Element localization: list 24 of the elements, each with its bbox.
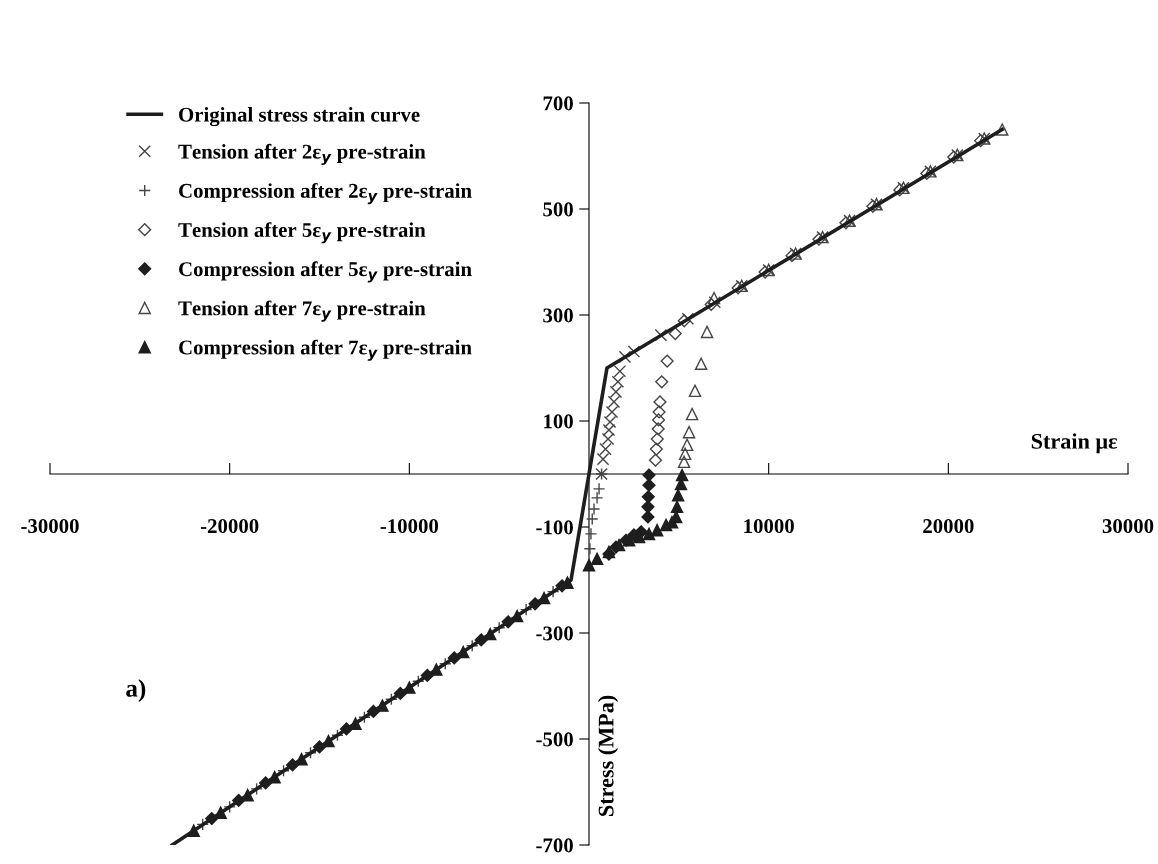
- legend-label: Original stress strain curve: [179, 107, 420, 127]
- legend-label: Tension after 7ε$_{y}$ pre-strain: [178, 300, 426, 322]
- x-tick-label: 20000: [923, 519, 974, 534]
- y-tick-label: 100: [544, 414, 573, 429]
- legend-label: Compression after 7ε$_{y}$ pre-strain: [179, 339, 472, 361]
- annotation: a): [126, 679, 146, 702]
- legend-label: Tension after 5ε$_{y}$ pre-strain: [178, 222, 426, 244]
- y-tick-label: -300: [536, 626, 573, 641]
- y-tick-label: -100: [536, 520, 573, 535]
- x-tick-label: 30000: [1102, 519, 1154, 534]
- x-tick-label: -30000: [21, 519, 79, 534]
- y-tick-label: 500: [543, 202, 573, 217]
- legend-label: Compression after 5ε$_{y}$ pre-strain: [179, 261, 472, 283]
- x-axis-title: Strain με: [1031, 433, 1118, 454]
- x-tick-label: -20000: [200, 519, 259, 534]
- y-tick-label: 700: [543, 96, 573, 111]
- y-tick-label: 300: [543, 308, 573, 323]
- legend-label: Compression after 2ε$_{y}$ pre-strain: [179, 182, 472, 205]
- y-tick-label: -700: [536, 838, 573, 853]
- y-tick-label: -500: [536, 732, 573, 747]
- x-tick-label: -10000: [380, 519, 439, 534]
- x-tick-label: 10000: [744, 519, 794, 534]
- legend-label: Tension after 2ε$_{y}$ pre-strain: [178, 143, 426, 166]
- y-axis-title: Stress (MPa): [597, 695, 619, 816]
